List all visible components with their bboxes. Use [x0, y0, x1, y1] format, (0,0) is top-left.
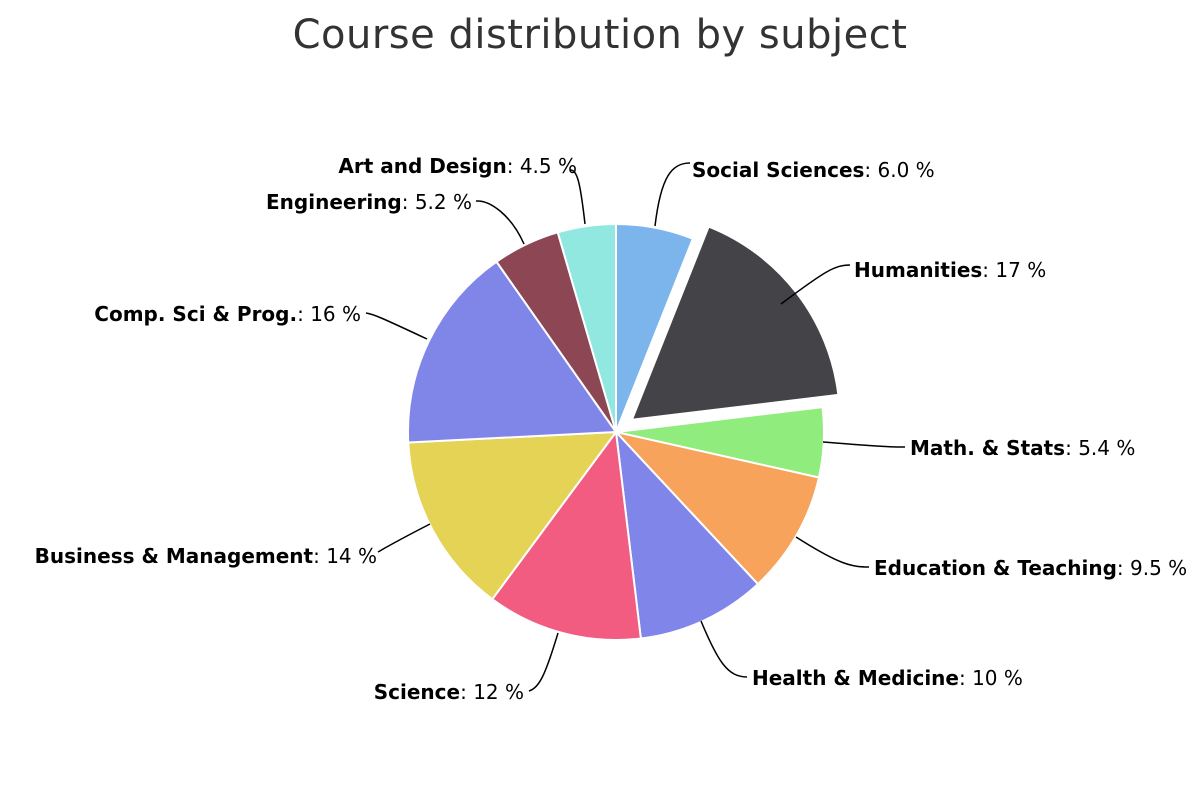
data-label-name: Art and Design [338, 154, 506, 178]
data-label-name: Health & Medicine [752, 666, 959, 690]
pie-slice-science[interactable] [490, 429, 642, 641]
connector-comp-sci-prog [365, 312, 428, 340]
slices-layer [406, 222, 840, 641]
data-label-value: : 6.0 % [864, 158, 934, 182]
data-label-value: : 9.5 % [1117, 556, 1187, 580]
connector-business-management [377, 523, 431, 553]
data-label-name: Business & Management [35, 544, 314, 568]
pie-slice-health-medicine[interactable] [614, 429, 760, 640]
data-label-name: Humanities [854, 258, 982, 282]
pie-slice-art-and-design[interactable] [556, 222, 617, 433]
data-label-social-sciences: Social Sciences: 6.0 % [692, 158, 935, 182]
connector-math-stats [822, 441, 906, 448]
data-label-value: : 12 % [460, 680, 524, 704]
data-label-name: Education & Teaching [874, 556, 1117, 580]
data-label-value: : 14 % [313, 544, 377, 568]
chart-title: Course distribution by subject [292, 12, 908, 58]
pie-slice-comp-sci-prog[interactable] [406, 260, 618, 444]
data-label-name: Engineering [266, 190, 402, 214]
data-label-science: Science: 12 % [374, 680, 524, 704]
data-label-name: Math. & Stats [910, 436, 1065, 460]
pie-slice-education-teaching[interactable] [613, 430, 821, 586]
data-label-value: : 17 % [982, 258, 1046, 282]
data-label-value: : 10 % [959, 666, 1023, 690]
connector-social-sciences [654, 162, 691, 227]
data-label-value: : 5.2 % [402, 190, 472, 214]
data-label-education-teaching: Education & Teaching: 9.5 % [874, 556, 1187, 580]
pie-slice-business-management[interactable] [407, 430, 619, 601]
data-label-art-and-design: Art and Design: 4.5 % [338, 154, 577, 178]
connector-engineering [475, 200, 525, 245]
data-label-health-medicine: Health & Medicine: 10 % [752, 666, 1023, 690]
data-label-value: : 4.5 % [507, 154, 577, 178]
data-label-engineering: Engineering: 5.2 % [266, 190, 472, 214]
data-label-name: Science [374, 680, 460, 704]
data-label-humanities: Humanities: 17 % [854, 258, 1046, 282]
data-label-value: : 16 % [297, 302, 361, 326]
data-label-name: Comp. Sci & Prog. [94, 302, 297, 326]
data-label-math-stats: Math. & Stats: 5.4 % [910, 436, 1135, 460]
data-label-business-management: Business & Management: 14 % [35, 544, 377, 568]
connector-humanities [780, 264, 851, 305]
connector-health-medicine [700, 620, 748, 678]
connector-science [528, 632, 559, 692]
connector-art-and-design [569, 169, 586, 225]
data-label-value: : 5.4 % [1065, 436, 1135, 460]
connector-education-teaching [795, 536, 870, 568]
data-label-name: Social Sciences [692, 158, 864, 182]
data-label-comp-sci-prog: Comp. Sci & Prog.: 16 % [94, 302, 361, 326]
connectors-layer [365, 162, 906, 692]
labels-layer: Social Sciences: 6.0 % Humanities: 17 % Ma… [35, 154, 1188, 704]
